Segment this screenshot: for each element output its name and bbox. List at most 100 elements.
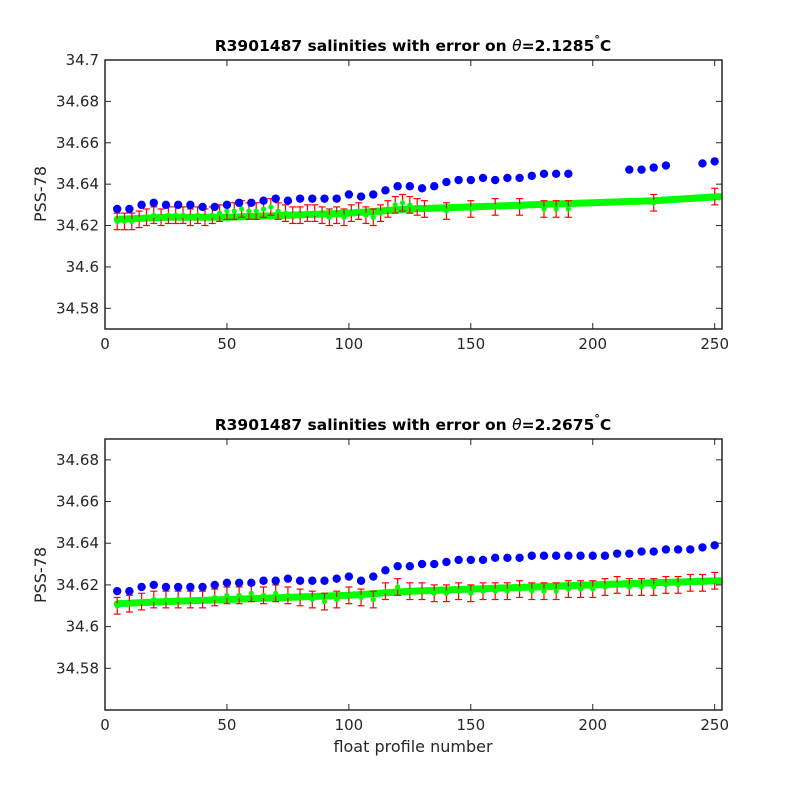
mapped-salinity-point: [319, 212, 325, 218]
error-bar: [340, 208, 348, 227]
mapped-salinity-point: [431, 590, 437, 596]
mapped-salinity-point: [275, 208, 281, 214]
mapped-salinity-point: [209, 212, 215, 218]
mapped-salinity-point: [516, 204, 523, 210]
error-bar: [289, 206, 297, 225]
float-salinity-point: [710, 157, 719, 166]
mapped-salinity-point: [399, 200, 406, 206]
error-bar: [589, 580, 597, 599]
mapped-salinity-point: [195, 212, 201, 218]
error-bar: [369, 590, 377, 609]
float-salinity-point: [356, 576, 366, 585]
x-tick-label: 100: [335, 335, 364, 353]
mapped-salinity-point: [638, 584, 645, 590]
error-bar: [638, 578, 646, 596]
error-bar: [479, 582, 487, 601]
mapped-salinity-point: [443, 590, 450, 596]
mapped-salinity-point: [407, 588, 413, 594]
error-bar: [686, 573, 694, 592]
error-bar: [455, 582, 463, 601]
error-bar: [698, 573, 706, 592]
mapped-salinity-point: [385, 206, 391, 212]
float-salinity-point: [698, 159, 707, 168]
y-tick-label: 34.62: [56, 576, 99, 594]
error-bar: [308, 590, 316, 609]
error-bar: [142, 208, 150, 227]
y-tick-label: 34.68: [56, 92, 99, 110]
error-bar: [601, 578, 609, 596]
float-salinity-point: [222, 200, 232, 210]
float-salinity-point: [661, 545, 671, 554]
mapped-salinity-point: [687, 580, 693, 586]
mapped-salinity-point: [268, 204, 274, 210]
y-tick-label: 34.62: [56, 217, 99, 235]
float-salinity-point: [430, 182, 439, 191]
float-salinity-point: [234, 198, 244, 207]
mapped-salinity-point: [282, 210, 289, 216]
y-tick-label: 34.66: [56, 493, 99, 511]
float-salinity-point: [222, 578, 232, 588]
float-salinity-point: [344, 190, 354, 199]
float-salinity-point: [454, 555, 463, 565]
y-tick-label: 34.58: [56, 299, 99, 317]
float-salinity-point: [137, 200, 146, 210]
error-bar: [430, 584, 438, 603]
x-tick-label: 50: [217, 716, 236, 734]
top-panel-axes-frame: [104, 59, 723, 330]
bottom-panel-data: [112, 541, 722, 615]
float-salinity-point: [356, 192, 366, 201]
mapped-salinity-point: [212, 594, 218, 601]
float-salinity-point: [539, 169, 549, 179]
mapped-salinity-point: [468, 206, 474, 212]
error-bar: [564, 580, 572, 599]
error-bar: [186, 208, 194, 227]
float-salinity-point: [112, 204, 122, 214]
error-bar: [552, 582, 560, 601]
error-bar: [381, 582, 389, 601]
float-salinity-point: [186, 200, 195, 210]
error-bar: [357, 588, 365, 607]
float-salinity-point: [588, 551, 597, 560]
mapped-salinity-point: [321, 599, 328, 605]
mapped-salinity-point: [334, 596, 340, 603]
error-bar: [442, 202, 450, 220]
mapped-salinity-point: [304, 210, 311, 216]
float-salinity-point: [283, 574, 293, 583]
mapped-salinity-point: [414, 204, 420, 210]
error-bar: [491, 198, 499, 216]
float-salinity-point: [198, 582, 207, 592]
mapped-salinity-point: [492, 204, 498, 210]
mapped-salinity-point: [356, 208, 362, 214]
mapped-salinity-point: [165, 212, 172, 218]
float-salinity-point: [393, 182, 402, 191]
error-bar: [303, 204, 311, 222]
mapped-salinity-point: [236, 592, 242, 598]
float-salinity-point: [466, 175, 476, 185]
x-tick-label: 150: [456, 716, 485, 734]
float-salinity-point: [710, 541, 719, 550]
top-panel-y-axis-label: PSS-78: [31, 166, 50, 222]
error-bar: [362, 206, 370, 225]
error-bar: [311, 204, 319, 222]
error-bar: [650, 578, 658, 596]
float-salinity-point: [247, 198, 256, 207]
float-salinity-point: [661, 161, 671, 170]
mapped-salinity-point: [114, 218, 120, 224]
float-salinity-point: [198, 202, 207, 212]
mapped-salinity-point: [326, 214, 332, 220]
float-salinity-point: [673, 545, 683, 554]
float-salinity-point: [234, 578, 244, 588]
mapped-salinity-point: [516, 586, 523, 592]
float-salinity-point: [125, 204, 134, 214]
float-salinity-point: [405, 561, 415, 571]
mapped-salinity-point: [136, 216, 142, 222]
float-salinity-point: [454, 175, 463, 185]
error-bar: [399, 193, 407, 212]
float-salinity-point: [393, 561, 402, 571]
float-salinity-point: [649, 163, 658, 172]
float-salinity-point: [405, 182, 415, 191]
mapped-salinity-point: [614, 582, 620, 588]
mapped-salinity-point: [224, 592, 230, 598]
mapped-salinity-point: [175, 596, 181, 603]
error-bar: [413, 198, 421, 216]
